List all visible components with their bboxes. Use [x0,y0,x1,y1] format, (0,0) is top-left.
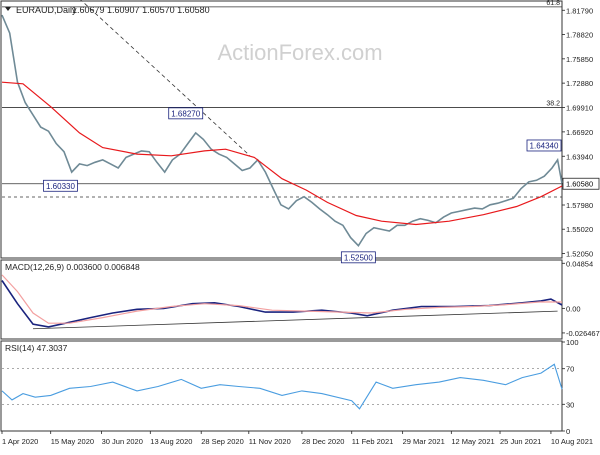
macd-trendline [32,310,558,330]
x-tick-label: 15 May 2020 [51,437,94,446]
x-tick-label: 11 Nov 2020 [249,437,291,446]
x-tick-label: 13 Aug 2020 [150,437,192,446]
current-price-label: 1.60580 [566,180,593,189]
price-ytick-label: 1.63940 [566,152,593,161]
x-tick-label: 10 Aug 2021 [551,437,593,446]
rsi-line [1,363,563,410]
current-price-tag [562,177,600,190]
macd-ytick-label: -0.026467 [566,329,600,338]
macd-signal-line [1,274,563,324]
price-annotation-box [340,251,376,264]
price-annotation-box [168,107,204,120]
rsi-axis: 100 70 30 0 [562,338,579,436]
price-annotation-label: 1.68270 [171,109,200,118]
watermark: ActionForex.com [217,40,382,65]
x-tick-label: 12 May 2021 [451,437,494,446]
macd-series [1,274,563,330]
price-reference-lines: 61.8 38.2 [2,0,562,198]
price-ytick-label: 1.66920 [566,128,593,137]
x-tick-label: 25 Jun 2021 [500,437,541,446]
x-tick-label: 28 Sep 2020 [201,437,244,446]
fib-level-label: 61.8 [546,0,560,7]
price-annotation-box [526,139,562,152]
price-axis: 1.81790 1.78820 1.75850 1.72880 1.69910 1.669… [562,6,600,259]
price-ytick-label: 1.55020 [566,225,593,234]
rsi-title: RSI(14) 47.3037 [5,343,68,353]
x-tick-label: 30 Jun 2020 [102,437,143,446]
macd-ytick-label: 0.00 [566,304,581,313]
x-tick-label: 28 Dec 2020 [302,437,345,446]
price-series [1,14,563,247]
price-annotation-label: 1.60330 [46,182,75,191]
price-ytick-label: 1.81790 [566,6,593,15]
price-annotation-label: 1.64340 [530,141,559,150]
rsi-series [1,363,563,410]
chart-symbol-label: EURAUD,Daily [16,5,77,15]
price-ytick-label: 1.57980 [566,201,593,210]
macd-title: MACD(12,26,9) 0.003600 0.006848 [5,262,140,272]
chart-ohlc-label: 1.60679 1.60907 1.60570 1.60580 [72,5,210,15]
macd-axis: 0.04854 0.00 -0.026467 [562,259,600,338]
price-annotations: 1.60330 1.68270 1.52500 1.64340 [43,107,562,264]
dropdown-triangle-icon[interactable] [5,7,11,11]
price-annotation-box [43,179,78,192]
x-tick-label: 1 Apr 2020 [2,437,38,446]
price-annotation-label: 1.52500 [344,253,373,262]
fib-level-label: 38.2 [546,100,560,107]
price-ytick-label: 1.52050 [566,250,593,259]
x-axis: 1 Apr 2020 15 May 2020 30 Jun 2020 13 Aug 2… [1,431,593,446]
moving-average-line [1,81,563,226]
x-tick-label: 29 Mar 2021 [403,437,445,446]
price-close-line [1,14,563,247]
rsi-ytick-label: 100 [566,338,579,347]
price-panel-frame [0,0,563,259]
x-tick-label: 11 Feb 2021 [352,437,394,446]
rsi-panel-frame [0,340,563,432]
macd-panel-frame [0,259,563,340]
macd-ytick-label: 0.04854 [566,259,593,268]
price-ytick-label: 1.69910 [566,103,593,112]
price-ytick-label: 1.75850 [566,55,593,64]
price-trendline [80,0,251,157]
rsi-ytick-label: 70 [566,365,574,374]
rsi-ytick-label: 30 [566,400,574,409]
price-ytick-label: 1.72880 [566,79,593,88]
rsi-ytick-label: 0 [566,427,570,436]
price-ytick-label: 1.78820 [566,31,593,40]
